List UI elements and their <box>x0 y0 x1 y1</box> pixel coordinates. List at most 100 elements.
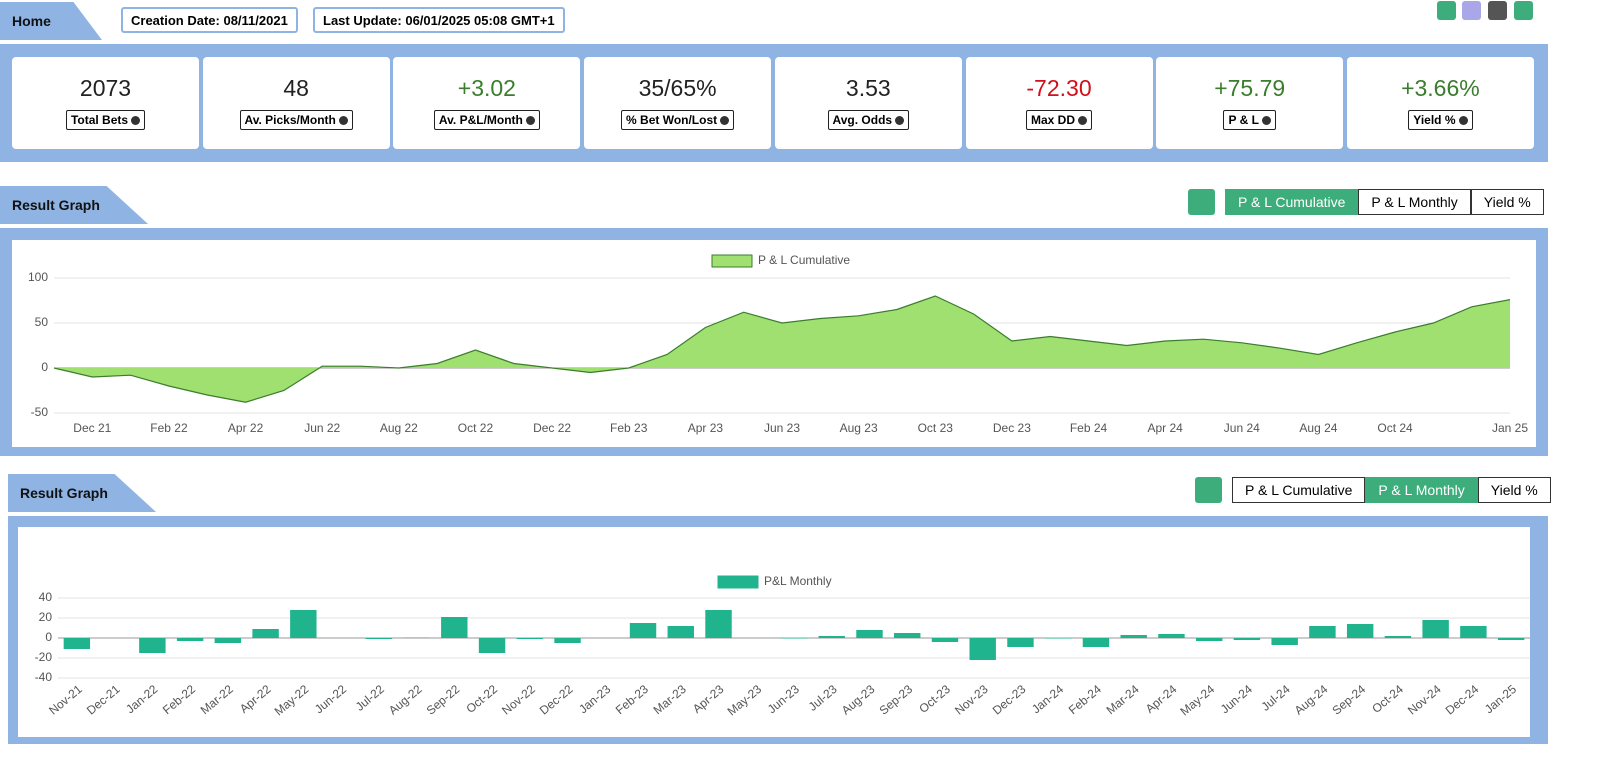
x-tick-label: Nov-22 <box>499 682 538 718</box>
x-tick-label: Jul-23 <box>806 682 840 714</box>
x-tick-label: Aug-24 <box>1292 682 1331 718</box>
x-tick-label: May-23 <box>725 682 765 719</box>
x-tick-label: Jun-23 <box>765 682 802 717</box>
bar <box>63 638 91 649</box>
icon-check[interactable] <box>1437 1 1456 20</box>
bar <box>969 638 996 660</box>
legend-label: P&L Monthly <box>764 574 832 588</box>
bar <box>629 623 657 638</box>
stat-label: Max DD <box>1025 110 1092 130</box>
bar <box>1195 638 1223 641</box>
download-button[interactable] <box>1188 189 1215 215</box>
y-tick-label: 100 <box>28 270 48 284</box>
bar <box>1271 638 1298 645</box>
stat-value: 3.53 <box>845 75 891 101</box>
stat-card: +3.66% Yield % <box>1346 57 1534 149</box>
x-tick-label: Oct 23 <box>918 421 954 435</box>
x-tick-label: Jun 23 <box>764 421 800 435</box>
x-tick-label: Feb-24 <box>1066 682 1104 717</box>
stat-card: 35/65% % Bet Won/Lost <box>584 57 772 149</box>
x-tick-label: Nov-21 <box>46 682 85 718</box>
bar <box>441 617 468 638</box>
x-tick-label: Jun-22 <box>312 682 349 717</box>
x-tick-label: Dec-21 <box>84 682 123 718</box>
icon-copy[interactable] <box>1488 1 1507 20</box>
bar <box>1007 638 1034 647</box>
x-tick-label: Apr-22 <box>237 682 274 716</box>
tab[interactable]: P & L Monthly <box>1365 477 1478 503</box>
bar <box>214 638 242 643</box>
x-tick-label: Nov-24 <box>1405 682 1444 718</box>
home-tab[interactable]: Home <box>0 2 102 40</box>
monthly-chart: -40 -20 0 20 40 P&L Monthly Nov-21 Dec-21 Jan-22… <box>18 527 1530 737</box>
tab[interactable]: P & L Cumulative <box>1232 477 1366 503</box>
download-button[interactable] <box>1195 477 1222 503</box>
x-tick-label: Oct-22 <box>463 682 500 716</box>
icon-mail[interactable] <box>1462 1 1481 20</box>
tab-group: P & L Cumulative P & L Monthly Yield % <box>1232 477 1551 503</box>
x-tick-label: Aug 22 <box>380 421 418 435</box>
stat-value: +3.02 <box>457 75 516 101</box>
bar <box>1309 626 1336 638</box>
x-tick-label: Dec-23 <box>990 682 1029 718</box>
tab[interactable]: Yield % <box>1477 477 1551 503</box>
x-tick-label: Mar-23 <box>651 682 689 717</box>
x-tick-label: Jan-23 <box>576 682 613 717</box>
bar <box>780 638 808 639</box>
bar <box>1044 638 1072 639</box>
y-tick-label: -40 <box>35 670 53 684</box>
bar <box>931 638 959 642</box>
x-tick-label: Feb-23 <box>613 682 651 717</box>
x-tick-label: Apr-23 <box>690 682 727 716</box>
bar <box>516 638 544 639</box>
x-tick-label: Feb-22 <box>160 682 198 717</box>
x-tick-label: Mar-22 <box>198 682 236 717</box>
bar <box>1082 638 1110 647</box>
bar <box>667 626 694 638</box>
x-tick-label: Feb 22 <box>150 421 188 435</box>
x-tick-label: Dec 23 <box>993 421 1031 435</box>
area <box>54 296 1510 403</box>
bar <box>1158 634 1185 638</box>
tab[interactable]: P & L Cumulative <box>1225 189 1359 215</box>
bar <box>1460 626 1487 638</box>
x-tick-label: Jul-24 <box>1259 682 1293 714</box>
x-tick-label: Oct-23 <box>916 682 953 716</box>
stat-value: -72.30 <box>1026 75 1092 101</box>
y-tick-label: 40 <box>39 590 53 604</box>
y-tick-label: 0 <box>45 630 52 644</box>
x-tick-label: Apr 23 <box>688 421 724 435</box>
tab-group: P & L Cumulative P & L Monthly Yield % <box>1225 189 1544 215</box>
x-tick-label: Feb 23 <box>610 421 648 435</box>
icon-download[interactable] <box>1514 1 1533 20</box>
stat-value: 2073 <box>79 75 132 101</box>
creation-date: Creation Date: 08/11/2021 <box>121 7 298 33</box>
bar <box>1346 624 1374 638</box>
bar <box>365 638 393 639</box>
x-tick-label: Apr 22 <box>228 421 264 435</box>
x-tick-label: Jun 24 <box>1224 421 1260 435</box>
last-update: Last Update: 06/01/2025 05:08 GMT+1 <box>313 7 565 33</box>
y-tick-label: -20 <box>35 650 53 664</box>
bar <box>176 638 204 641</box>
section-title: Result Graph <box>8 474 156 512</box>
bar <box>554 638 581 643</box>
x-tick-label: Jan-24 <box>1029 682 1066 717</box>
y-tick-label: -50 <box>31 405 49 419</box>
x-tick-label: Jun-24 <box>1218 682 1255 717</box>
stat-value: +3.66% <box>1401 75 1480 101</box>
x-tick-label: Feb 24 <box>1070 421 1108 435</box>
stat-label: Total Bets <box>65 110 146 130</box>
tab[interactable]: Yield % <box>1470 189 1544 215</box>
stat-card: 3.53 Avg. Odds <box>774 57 962 149</box>
stat-card: -72.30 Max DD <box>965 57 1153 149</box>
x-tick-label: May-22 <box>272 682 312 719</box>
stat-label: Yield % <box>1408 110 1473 130</box>
bar <box>1120 635 1147 638</box>
x-tick-label: Dec-24 <box>1443 682 1482 718</box>
x-tick-label: Aug-22 <box>386 682 425 718</box>
x-tick-label: Aug-23 <box>839 682 878 718</box>
x-tick-label: Sep-22 <box>424 682 463 718</box>
tab[interactable]: P & L Monthly <box>1358 189 1471 215</box>
